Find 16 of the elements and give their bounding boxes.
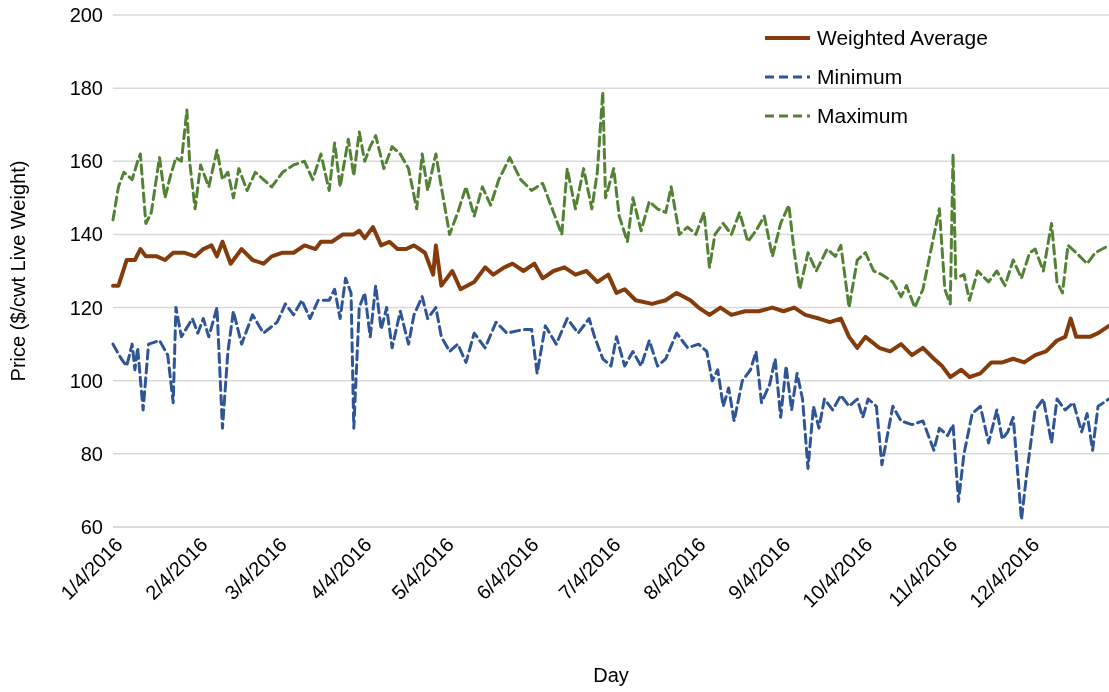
line-series — [111, 90, 1109, 310]
legend-label: Maximum — [817, 104, 909, 128]
y-tick-label: 180 — [69, 77, 103, 100]
legend-label: Weighted Average — [817, 26, 988, 50]
y-tick-label: 120 — [69, 296, 103, 319]
y-tick-label: 60 — [80, 516, 103, 538]
y-tick-label: 140 — [69, 223, 103, 246]
legend-label: Minimum — [817, 65, 903, 89]
y-tick-label: 80 — [80, 442, 103, 465]
line-series — [111, 225, 1109, 380]
y-axis-title: Price ($/cwt Live Weight) — [7, 160, 29, 382]
y-tick-label: 100 — [69, 369, 103, 392]
line-series — [111, 276, 1109, 522]
x-axis-title: Day — [593, 664, 629, 686]
y-tick-label: 200 — [69, 4, 103, 26]
y-tick-label: 160 — [69, 150, 103, 173]
